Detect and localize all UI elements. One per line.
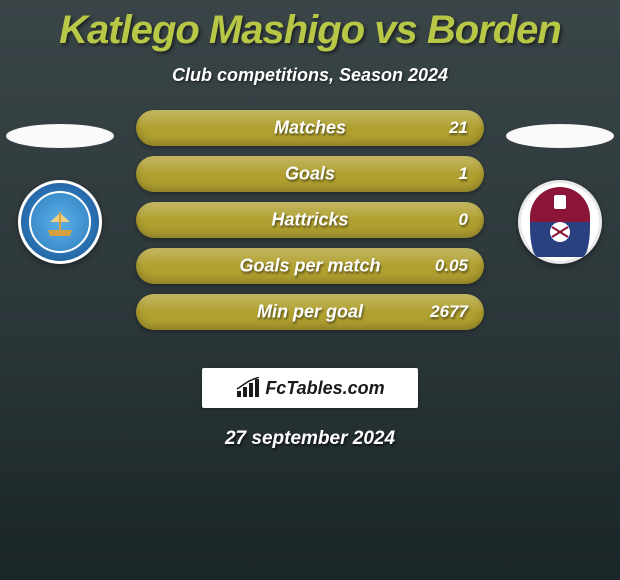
shield-icon [530, 187, 590, 257]
left-ellipse-shadow [6, 124, 114, 148]
stat-bar-matches: Matches 21 [136, 110, 484, 146]
stat-value: 0.05 [435, 256, 468, 276]
comparison-area: Matches 21 Goals 1 Hattricks 0 Goals per… [0, 124, 620, 354]
stat-label: Matches [274, 118, 346, 139]
stat-bar-goals: Goals 1 [136, 156, 484, 192]
stat-label: Min per goal [257, 302, 363, 323]
right-club-badge [518, 180, 602, 264]
subtitle: Club competitions, Season 2024 [0, 65, 620, 86]
stat-value: 2677 [430, 302, 468, 322]
brand-text: FcTables.com [265, 378, 384, 399]
date-text: 27 september 2024 [0, 428, 620, 450]
stat-value: 21 [449, 118, 468, 138]
right-ellipse-shadow [506, 124, 614, 148]
stat-bars: Matches 21 Goals 1 Hattricks 0 Goals per… [136, 110, 484, 340]
stat-bar-hattricks: Hattricks 0 [136, 202, 484, 238]
ship-icon [40, 202, 80, 242]
stat-value: 0 [459, 210, 468, 230]
stat-label: Goals [285, 164, 335, 185]
stat-bar-goals-per-match: Goals per match 0.05 [136, 248, 484, 284]
brand-box: FcTables.com [202, 368, 418, 408]
left-club-badge [18, 180, 102, 264]
stat-label: Hattricks [271, 210, 348, 231]
bar-chart-icon [235, 377, 261, 399]
galway-crest-icon [530, 187, 590, 257]
page-title: Katlego Mashigo vs Borden [0, 0, 620, 53]
stat-label: Goals per match [239, 256, 380, 277]
stat-value: 1 [459, 164, 468, 184]
stat-bar-min-per-goal: Min per goal 2677 [136, 294, 484, 330]
waterford-crest-icon [29, 191, 91, 253]
